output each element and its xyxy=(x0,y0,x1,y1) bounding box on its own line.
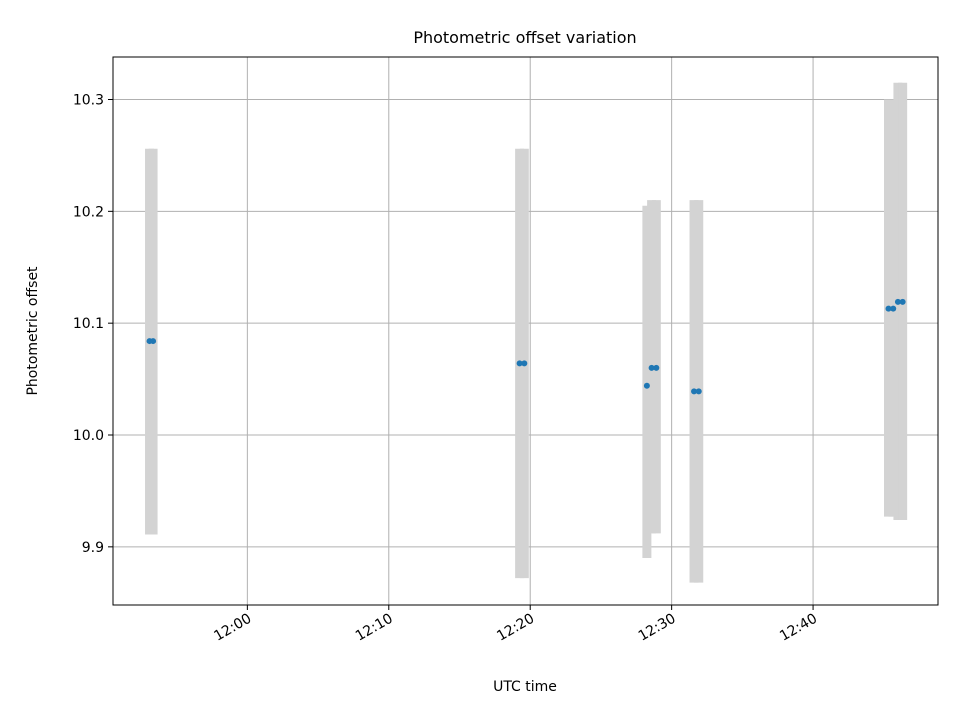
error-bars xyxy=(145,82,908,583)
data-point xyxy=(894,298,901,305)
data-point xyxy=(643,382,650,389)
data-point xyxy=(648,364,655,371)
data-point xyxy=(695,388,702,395)
data-point xyxy=(885,305,892,312)
data-point xyxy=(653,364,660,371)
data-point xyxy=(150,338,157,345)
x-tick-label: 12:30 xyxy=(636,611,679,645)
data-point xyxy=(516,360,523,367)
data-point xyxy=(691,388,698,395)
y-tick-label: 9.9 xyxy=(82,540,104,556)
x-tick-label: 12:40 xyxy=(777,611,820,645)
data-point xyxy=(899,298,906,305)
x-tick-label: 12:00 xyxy=(211,611,254,645)
y-tick-label: 10.0 xyxy=(73,428,104,444)
plot-frame xyxy=(112,56,939,606)
y-axis-ticks: 9.9 10.0 10.1 10.2 10.3 xyxy=(73,92,113,556)
y-tick-label: 10.2 xyxy=(73,204,104,220)
data-points xyxy=(146,298,906,395)
y-tick-label: 10.3 xyxy=(73,92,104,108)
x-tick-label: 12:10 xyxy=(353,611,396,645)
y-axis-label: Photometric offset xyxy=(25,266,41,396)
data-point xyxy=(890,305,897,312)
y-tick-label: 10.1 xyxy=(73,316,104,332)
x-axis-label: UTC time xyxy=(493,679,557,695)
x-axis-ticks: 12:00 12:10 12:20 12:30 12:40 xyxy=(211,605,820,645)
chart-title: Photometric offset variation xyxy=(413,28,636,47)
data-point xyxy=(521,360,528,367)
x-tick-label: 12:20 xyxy=(494,611,537,645)
